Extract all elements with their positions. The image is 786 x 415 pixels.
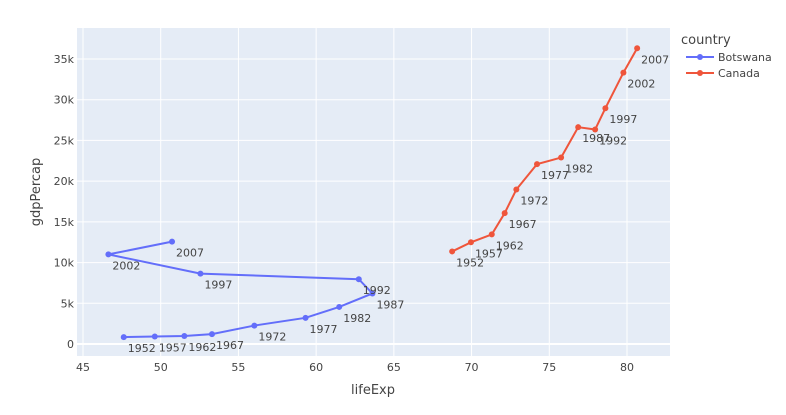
point-label: 1972 <box>520 195 548 208</box>
y-axis-ticks: 0 5k 10k 15k 20k 25k 30k 35k <box>54 53 75 351</box>
data-point[interactable] <box>369 290 376 297</box>
point-label: 1977 <box>541 169 569 182</box>
data-point[interactable] <box>151 333 158 340</box>
data-point[interactable] <box>336 303 343 310</box>
data-point[interactable] <box>592 126 599 133</box>
point-label: 1997 <box>204 279 232 292</box>
trace-line <box>108 240 375 339</box>
y-tick-label: 5k <box>61 297 75 310</box>
y-tick-label: 0 <box>67 338 74 351</box>
point-label: 1957 <box>159 342 187 355</box>
data-point[interactable] <box>634 45 641 52</box>
trace-canada: 1952195719621967197219771982198719921997… <box>449 45 669 269</box>
data-point[interactable] <box>602 105 609 112</box>
point-label: 1992 <box>363 284 391 297</box>
point-label: 1997 <box>609 113 637 126</box>
x-axis-ticks: 45 50 55 60 65 70 75 80 <box>76 361 634 374</box>
plot-background <box>77 28 670 356</box>
point-label: 2002 <box>627 78 655 91</box>
y-tick-label: 15k <box>54 216 75 229</box>
data-point[interactable] <box>302 314 309 321</box>
x-tick-label: 75 <box>542 361 556 374</box>
point-label: 1962 <box>188 341 216 354</box>
data-point[interactable] <box>105 251 112 258</box>
data-point[interactable] <box>488 231 495 238</box>
point-label: 1957 <box>475 247 503 260</box>
legend-label: Botswana <box>718 51 772 64</box>
x-tick-label: 80 <box>620 361 634 374</box>
data-point[interactable] <box>169 238 176 245</box>
point-label: 1982 <box>565 163 593 176</box>
data-point[interactable] <box>558 154 565 161</box>
point-label: 2002 <box>112 259 140 272</box>
legend-label: Canada <box>718 67 760 80</box>
x-tick-label: 65 <box>387 361 401 374</box>
legend-item-canada[interactable]: Canada <box>686 67 760 80</box>
y-tick-label: 35k <box>54 53 75 66</box>
point-label: 1962 <box>496 239 524 252</box>
x-tick-label: 45 <box>76 361 90 374</box>
point-label: 1972 <box>258 331 286 344</box>
data-point[interactable] <box>251 322 258 329</box>
x-tick-label: 55 <box>231 361 245 374</box>
point-label: 1992 <box>599 134 627 147</box>
point-label: 1982 <box>343 312 371 325</box>
x-axis-title: lifeExp <box>351 383 395 398</box>
point-label: 1987 <box>582 132 610 145</box>
point-label: 1987 <box>376 298 404 311</box>
legend-marker-icon <box>697 70 703 76</box>
point-label: 2007 <box>641 53 669 66</box>
y-tick-label: 25k <box>54 134 75 147</box>
point-label: 1967 <box>509 218 537 231</box>
point-label: 2007 <box>176 247 204 260</box>
y-tick-label: 20k <box>54 175 75 188</box>
legend-item-botswana[interactable]: Botswana <box>686 51 772 64</box>
point-label: 1977 <box>310 323 338 336</box>
data-point[interactable] <box>181 332 188 339</box>
legend-marker-icon <box>697 54 703 60</box>
traces: 1952 1957 1962 1967197219771982198719921997… <box>105 45 669 355</box>
data-point[interactable] <box>208 331 215 338</box>
x-tick-label: 70 <box>465 361 479 374</box>
legend: country Botswana Canada <box>681 33 772 80</box>
y-tick-label: 10k <box>54 257 75 270</box>
data-point[interactable] <box>534 161 541 168</box>
data-point[interactable] <box>467 239 474 246</box>
x-tick-label: 50 <box>154 361 168 374</box>
data-point[interactable] <box>355 276 362 283</box>
y-tick-label: 30k <box>54 94 75 107</box>
legend-title: country <box>681 33 731 48</box>
point-label: 1952 <box>128 342 156 355</box>
trace-line <box>451 47 639 253</box>
x-tick-label: 60 <box>309 361 323 374</box>
data-point[interactable] <box>620 69 627 76</box>
data-point[interactable] <box>513 186 520 193</box>
point-label: 1967 <box>216 339 244 352</box>
y-axis-title: gdpPercap <box>29 158 44 227</box>
data-point[interactable] <box>120 334 127 341</box>
data-point[interactable] <box>501 210 508 217</box>
data-point[interactable] <box>575 124 582 131</box>
point-label: 1952 <box>456 256 484 269</box>
data-point[interactable] <box>197 270 204 277</box>
data-point[interactable] <box>449 248 456 255</box>
